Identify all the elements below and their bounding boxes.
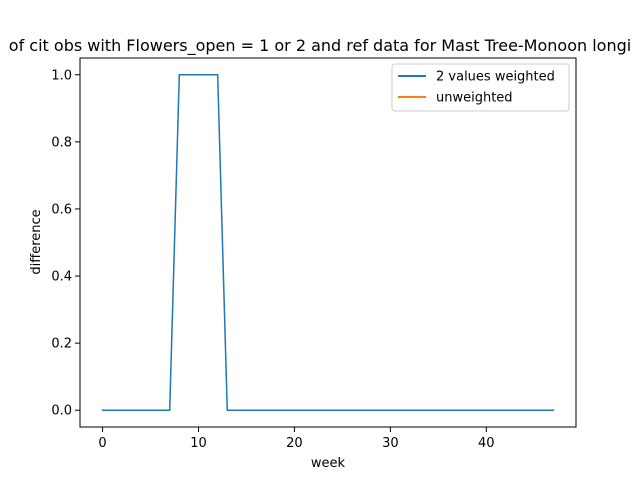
legend-frame xyxy=(391,63,570,112)
legend-label-0: 2 values weighted xyxy=(436,70,555,85)
x-tick-label: 10 xyxy=(190,436,207,451)
x-tick-label: 20 xyxy=(286,436,303,451)
y-tick-label: 0.6 xyxy=(51,202,72,217)
y-tick-label: 0.0 xyxy=(51,404,72,419)
x-tick-label: 30 xyxy=(382,436,399,451)
plot-area: 0 10 20 30 40 0.0 0.2 0.4 0.6 0.8 1.0 xyxy=(51,57,577,451)
series-layer xyxy=(101,74,555,411)
y-tick-label: 0.4 xyxy=(51,270,72,285)
plot-frame xyxy=(79,57,577,428)
x-axis-ticks: 0 10 20 30 40 xyxy=(98,427,495,451)
y-tick-label: 0.2 xyxy=(51,337,72,352)
y-axis-ticks: 0.0 0.2 0.4 0.6 0.8 1.0 xyxy=(51,68,80,419)
y-axis-label: difference xyxy=(29,209,44,274)
x-tick-label: 40 xyxy=(478,436,495,451)
chart-title: of cit obs with Flowers_open = 1 or 2 an… xyxy=(9,36,631,56)
legend-label-1: unweighted xyxy=(436,91,513,106)
x-tick-label: 0 xyxy=(98,436,106,451)
series-line-0 xyxy=(101,74,555,411)
legend-items: 2 values weighted unweighted xyxy=(398,70,555,106)
legend: 2 values weighted unweighted xyxy=(391,63,570,112)
y-tick-label: 1.0 xyxy=(51,68,72,83)
y-tick-label: 0.8 xyxy=(51,135,72,150)
x-axis-label: week xyxy=(311,456,346,471)
